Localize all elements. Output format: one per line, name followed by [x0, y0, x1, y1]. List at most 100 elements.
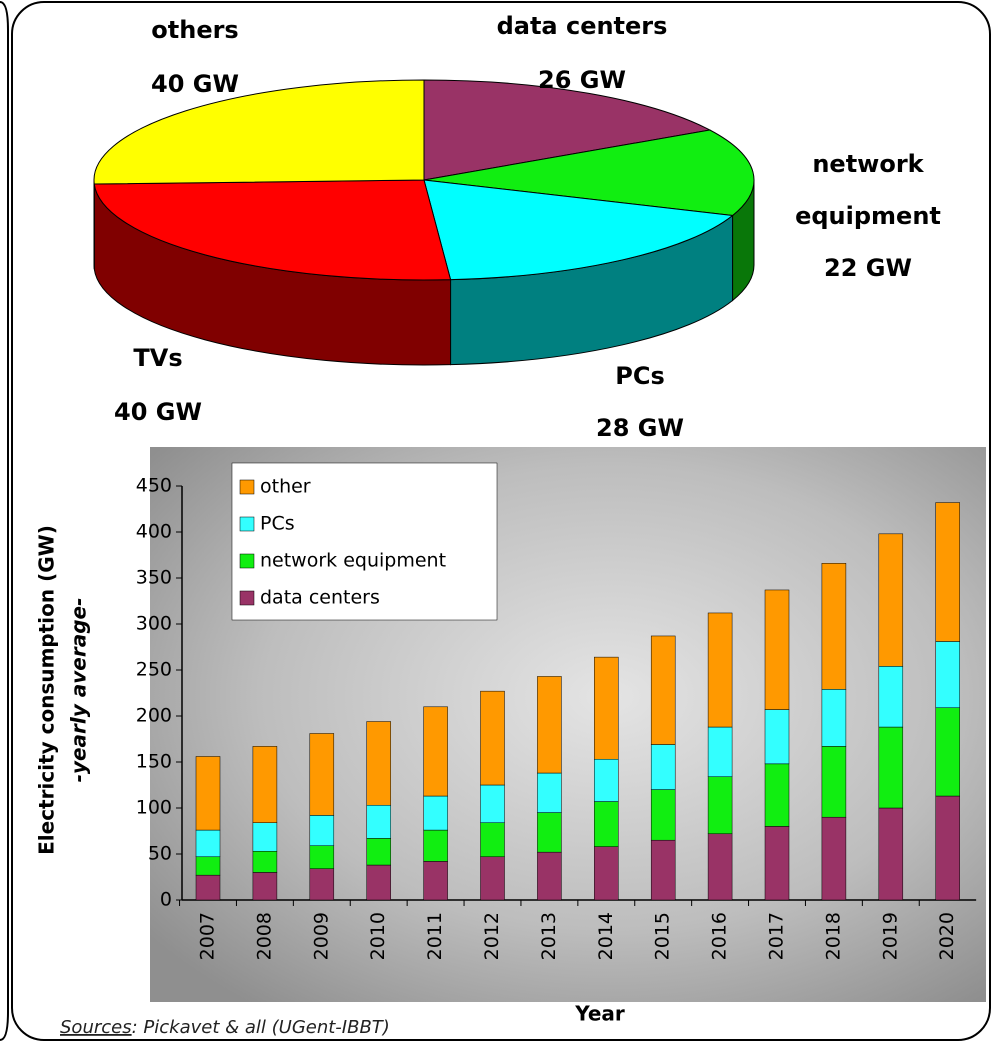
x-tick-label: 2018	[822, 912, 844, 960]
bar-segment	[765, 764, 789, 827]
bar-segment	[822, 746, 846, 817]
bar-segment	[594, 657, 618, 759]
bar-segment	[253, 872, 277, 900]
y-tick-label: 100	[136, 797, 172, 819]
y-tick-label: 350	[136, 567, 172, 589]
x-tick-label: 2019	[879, 912, 901, 960]
bar-segment	[537, 813, 561, 853]
bar-segment	[765, 710, 789, 764]
bar-segment	[936, 641, 960, 707]
bar-segment	[651, 840, 675, 900]
bar-segment	[196, 875, 220, 900]
bar-segment	[879, 808, 903, 900]
bar-segment	[310, 815, 334, 845]
x-tick-label: 2011	[424, 912, 446, 960]
pie-label: others	[95, 4, 295, 56]
bar-segment	[651, 636, 675, 745]
y-axis-label: Electricity consumption (GW)	[35, 525, 59, 855]
legend-swatch	[240, 517, 254, 531]
bar-segment	[367, 838, 391, 865]
x-tick-label: 2020	[936, 912, 958, 960]
bar-segment	[310, 846, 334, 869]
bar-segment	[367, 865, 391, 900]
bar-segment	[822, 817, 846, 900]
source-text: : Pickavet & all (UGent-IBBT)	[132, 1017, 390, 1038]
bar-segment	[594, 802, 618, 847]
bar-segment	[537, 852, 561, 900]
legend-swatch	[240, 591, 254, 605]
x-tick-label: 2014	[595, 912, 617, 960]
x-tick-label: 2013	[538, 912, 560, 960]
x-tick-label: 2015	[652, 912, 674, 960]
pie-label: TVs	[58, 332, 258, 384]
y-tick-label: 300	[136, 613, 172, 635]
bar-segment	[481, 823, 505, 857]
y-tick-label: 0	[160, 889, 172, 911]
x-tick-label: 2010	[367, 912, 389, 960]
bar-segment	[310, 869, 334, 900]
bar-segment	[537, 773, 561, 813]
y-tick-label: 450	[136, 475, 172, 497]
bar-segment	[708, 613, 732, 727]
pie-label: PCs	[540, 350, 740, 402]
bar-segment	[708, 777, 732, 834]
x-tick-label: 2017	[766, 912, 788, 960]
pie-label: network equipment	[778, 138, 958, 242]
y-tick-label: 200	[136, 705, 172, 727]
legend-label: network equipment	[260, 550, 446, 572]
pie-label: data centers	[482, 0, 682, 52]
bar-segment	[196, 830, 220, 857]
pie-value-label: 28 GW	[540, 402, 740, 454]
bar-segment	[481, 857, 505, 900]
bar-segment	[879, 534, 903, 666]
bar-segment	[936, 503, 960, 642]
bar-segment	[253, 823, 277, 852]
legend-swatch	[240, 554, 254, 568]
y-axis-label: -yearly average-	[67, 598, 91, 783]
source-label: Sources	[60, 1017, 132, 1038]
bar-segment	[822, 563, 846, 689]
pie-value-label: 26 GW	[482, 54, 682, 106]
bar-segment	[879, 727, 903, 808]
pie-value-label: 40 GW	[95, 58, 295, 110]
legend-label: other	[260, 476, 311, 498]
pie-value-label: 40 GW	[58, 386, 258, 438]
page: 0501001502002503003504004502007200820092…	[0, 0, 997, 1045]
legend-label: PCs	[260, 513, 295, 535]
bar-segment	[936, 796, 960, 900]
bar-segment	[765, 590, 789, 710]
bar-segment	[367, 805, 391, 838]
pie-value-label: 22 GW	[768, 242, 968, 294]
legend-label: data centers	[260, 587, 380, 609]
x-tick-label: 2012	[481, 912, 503, 960]
bar-segment	[879, 666, 903, 727]
bar-segment	[765, 826, 789, 900]
bar-segment	[708, 834, 732, 900]
bar-segment	[424, 861, 448, 900]
x-tick-label: 2008	[253, 912, 275, 960]
bar-segment	[936, 708, 960, 796]
bar-segment	[481, 691, 505, 785]
bar-segment	[481, 785, 505, 823]
bar-segment	[424, 796, 448, 830]
bar-segment	[310, 733, 334, 815]
bar-segment	[651, 745, 675, 790]
legend-swatch	[240, 480, 254, 494]
bar-segment	[594, 847, 618, 900]
bar-segment	[594, 759, 618, 801]
bar-segment	[367, 722, 391, 806]
bar-segment	[196, 857, 220, 875]
bar-segment	[708, 727, 732, 777]
bar-segment	[253, 851, 277, 872]
y-tick-label: 250	[136, 659, 172, 681]
pie	[94, 80, 754, 365]
y-tick-label: 400	[136, 521, 172, 543]
y-tick-label: 150	[136, 751, 172, 773]
source: Sources: Pickavet & all (UGent-IBBT)	[60, 1017, 390, 1038]
bar-segment	[253, 746, 277, 822]
left-bracket	[0, 2, 8, 1040]
bar-segment	[196, 756, 220, 830]
x-tick-label: 2009	[310, 912, 332, 960]
bar-segment	[822, 689, 846, 746]
bar-segment	[424, 830, 448, 861]
